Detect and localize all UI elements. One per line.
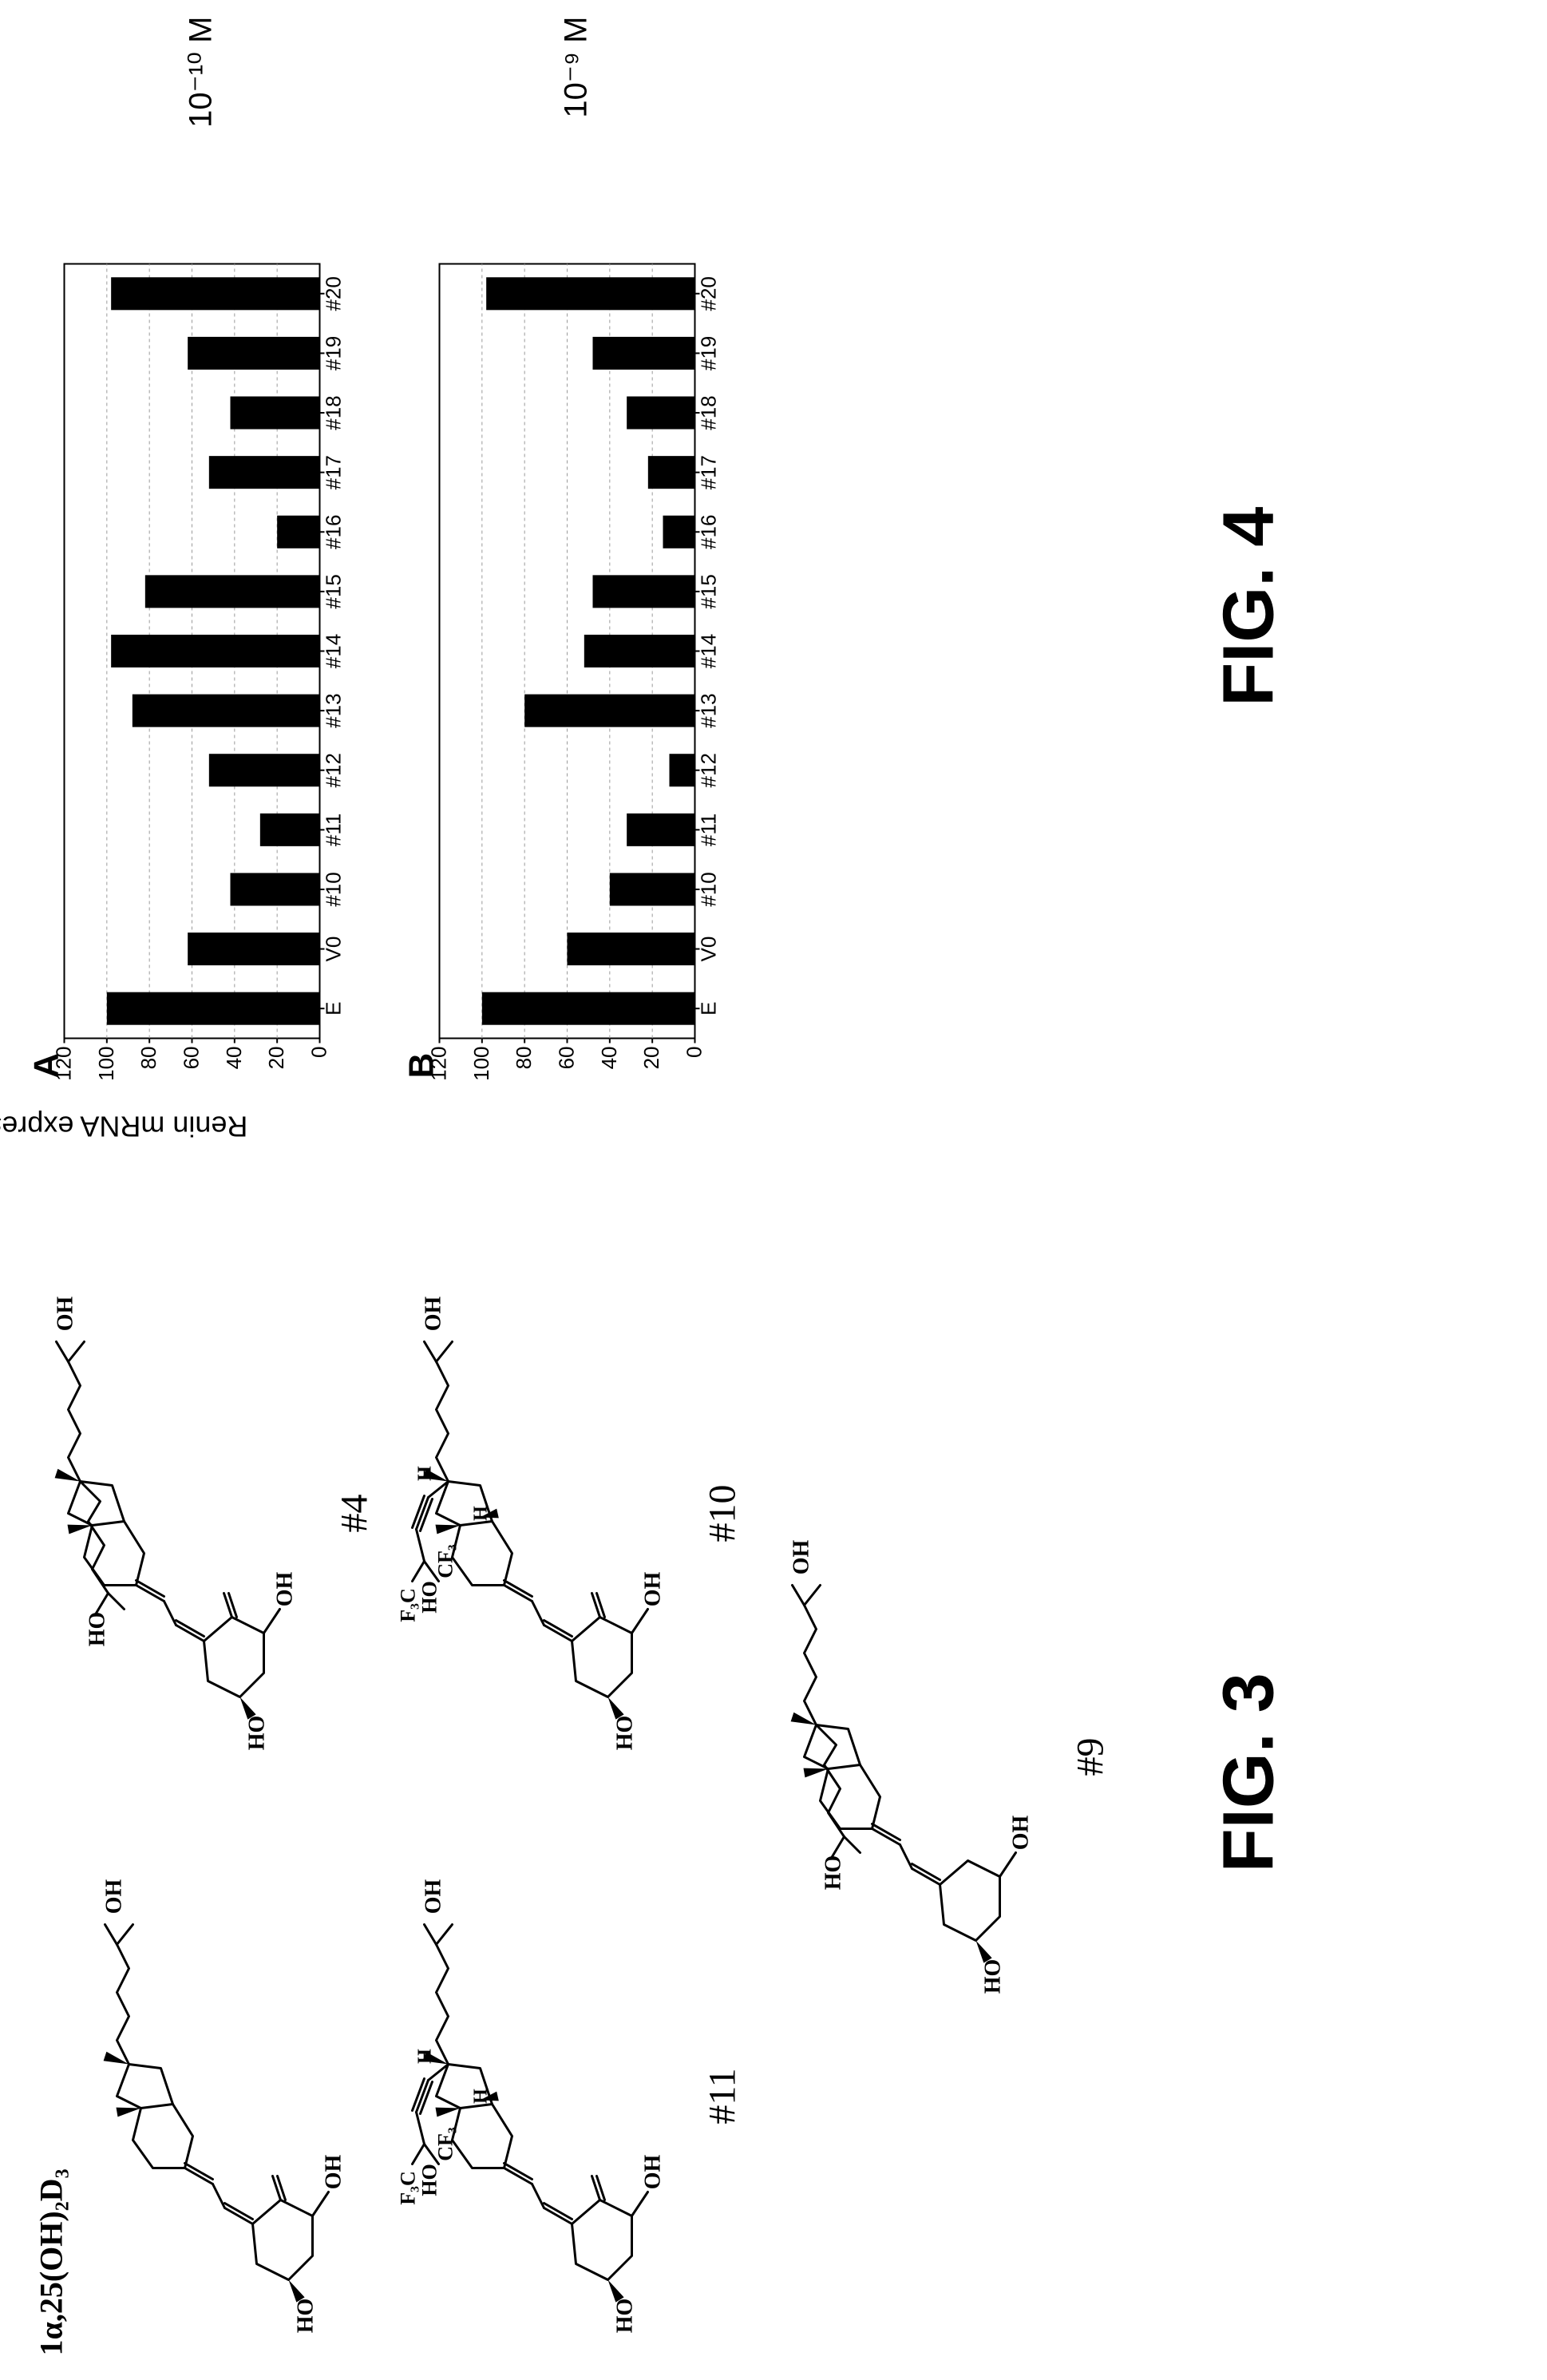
svg-text:A: A (27, 1053, 66, 1079)
svg-text:#18: #18 (322, 395, 346, 430)
fig4-caption: FIG. 4 (1209, 507, 1291, 707)
concentration-label: 10⁻¹⁰ M (183, 17, 220, 128)
y-axis-label: Renin mRNA expression (0, 1110, 247, 1143)
svg-text:F₃C: F₃C (397, 2171, 420, 2204)
molecule-svg: HOOHOHF₃CCF₃HOHH (393, 1857, 696, 2336)
structure-10: HOOHOHF₃CCF₃HOHH #10 (393, 1254, 745, 1773)
molecule-svg: HO OH OH HO (25, 1274, 328, 1753)
main-row: 1α,25(OH)₂D₃ HO OH OH HO OH OH HO #4 HO OH OH F₃… (25, 24, 1113, 2356)
structure-label: 1α,25(OH)₂D₃ (33, 1837, 70, 2356)
svg-text:#16: #16 (322, 515, 346, 549)
svg-text:#13: #13 (697, 693, 721, 727)
svg-text:100: 100 (94, 1047, 118, 1081)
svg-text:HO: HO (821, 1855, 846, 1891)
svg-text:OH: OH (1009, 1816, 1034, 1851)
fig4-charts: Renin mRNA expression 020406080100120EV0… (25, 137, 751, 1095)
svg-text:#10: #10 (322, 872, 346, 906)
structure-label: #10 (701, 1485, 745, 1542)
svg-text:#18: #18 (697, 395, 721, 430)
svg-text:#11: #11 (697, 814, 721, 846)
svg-text:V0: V0 (697, 937, 721, 962)
svg-text:80: 80 (512, 1047, 536, 1070)
svg-text:HO: HO (245, 1716, 270, 1751)
svg-text:OH: OH (421, 1297, 446, 1332)
svg-text:#14: #14 (697, 634, 721, 668)
svg-text:0: 0 (682, 1047, 706, 1058)
structure-9: HO OH OH HO #9 (761, 1498, 1113, 2017)
figure-captions-row: FIG. 3 FIG. 4 (1209, 24, 1291, 2356)
svg-text:HO: HO (418, 1581, 441, 1613)
svg-text:60: 60 (555, 1047, 579, 1070)
svg-text:HO: HO (613, 1716, 638, 1751)
svg-text:HO: HO (85, 1612, 110, 1647)
bar-chart-b: 020406080100120EV0#10#11#12#13#14#15#16#… (400, 256, 751, 1095)
svg-text:B: B (402, 1053, 441, 1079)
svg-text:CF₃: CF₃ (434, 1544, 457, 1578)
svg-text:E: E (322, 1002, 346, 1016)
svg-text:HO: HO (613, 2299, 638, 2334)
svg-text:OH: OH (322, 2155, 346, 2190)
svg-text:OH: OH (273, 1572, 298, 1607)
svg-text:#17: #17 (697, 455, 721, 489)
svg-text:H: H (415, 1466, 436, 1481)
svg-text:#20: #20 (697, 276, 721, 311)
svg-text:#16: #16 (697, 515, 721, 549)
svg-text:CF₃: CF₃ (434, 2127, 457, 2161)
svg-text:#13: #13 (322, 693, 346, 727)
svg-text:#12: #12 (322, 753, 346, 787)
chart-b-block: 020406080100120EV0#10#11#12#13#14#15#16#… (400, 137, 751, 1095)
svg-text:#14: #14 (322, 634, 346, 668)
svg-text:80: 80 (136, 1047, 160, 1070)
bar-chart-a: 020406080100120EV0#10#11#12#13#14#15#16#… (25, 256, 376, 1095)
struct-row-1: 1α,25(OH)₂D₃ HO OH OH HO OH OH HO #4 (25, 1158, 377, 2356)
structure-label: #4 (333, 1495, 377, 1533)
structure-1a25: 1α,25(OH)₂D₃ HO OH OH (33, 1837, 377, 2356)
svg-text:20: 20 (639, 1047, 663, 1070)
svg-text:0: 0 (307, 1047, 331, 1058)
struct-row-3: HO OH OH HO #9 (761, 1158, 1113, 2356)
structure-11: HOOHOHF₃CCF₃HOHH #11 (393, 1837, 745, 2356)
structure-4: HO OH OH HO #4 (25, 1254, 377, 1773)
svg-text:OH: OH (421, 1879, 446, 1915)
svg-text:40: 40 (597, 1047, 621, 1070)
svg-text:F₃C: F₃C (397, 1588, 420, 1622)
molecule-svg: HO OH OH (73, 1857, 377, 2336)
svg-text:#19: #19 (697, 336, 721, 370)
structure-label: #11 (701, 2068, 745, 2124)
fig3-caption: FIG. 3 (1209, 1673, 1291, 1872)
molecule-svg: HOOHOHF₃CCF₃HOHH (393, 1274, 696, 1753)
svg-text:60: 60 (180, 1047, 204, 1070)
svg-text:40: 40 (222, 1047, 246, 1070)
svg-text:OH: OH (53, 1297, 78, 1332)
struct-row-2: HOOHOHF₃CCF₃HOHH #11 HOOHOHF₃CCF₃HOHH #1… (393, 1158, 745, 2356)
chart-a-block: 020406080100120EV0#10#11#12#13#14#15#16#… (25, 137, 376, 1095)
svg-text:20: 20 (264, 1047, 288, 1070)
svg-text:#11: #11 (322, 814, 346, 846)
page-rotated-container: 1α,25(OH)₂D₃ HO OH OH HO OH OH HO #4 HO OH OH F₃… (25, 24, 1524, 2356)
svg-text:E: E (697, 1002, 721, 1016)
svg-text:#17: #17 (322, 455, 346, 489)
svg-text:#20: #20 (322, 276, 346, 311)
structure-label: #9 (1069, 1738, 1113, 1776)
svg-text:#19: #19 (322, 336, 346, 370)
svg-text:#10: #10 (697, 872, 721, 906)
svg-text:OH: OH (641, 2155, 666, 2190)
concentration-label: 10⁻⁹ M (558, 17, 595, 118)
svg-text:H: H (415, 2049, 436, 2064)
svg-text:HO: HO (418, 2164, 441, 2196)
fig3-structures: 1α,25(OH)₂D₃ HO OH OH HO OH OH HO #4 HO OH OH F₃… (25, 1158, 1113, 2356)
svg-text:#15: #15 (697, 574, 721, 608)
svg-text:OH: OH (789, 1540, 814, 1575)
molecule-svg: HO OH OH HO (761, 1518, 1064, 1997)
svg-text:HO: HO (294, 2299, 318, 2334)
svg-text:100: 100 (469, 1047, 493, 1081)
svg-text:HO: HO (981, 1959, 1006, 1994)
svg-text:#12: #12 (697, 753, 721, 787)
svg-text:OH: OH (641, 1572, 666, 1607)
svg-text:#15: #15 (322, 574, 346, 608)
svg-text:V0: V0 (322, 937, 346, 962)
svg-text:OH: OH (102, 1879, 127, 1915)
